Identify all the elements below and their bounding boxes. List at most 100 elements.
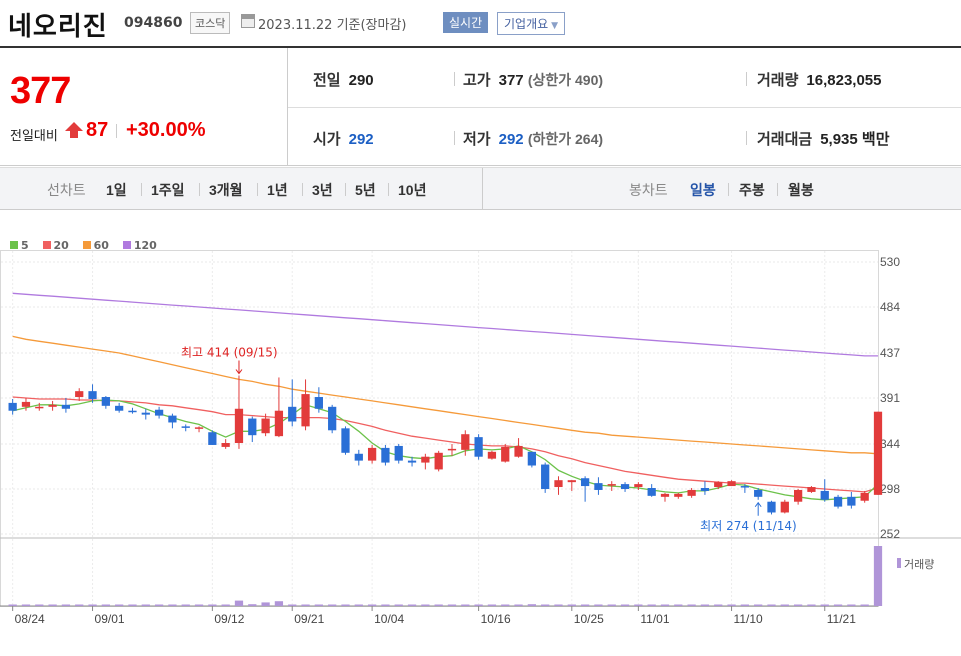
period-3m[interactable]: 3개월 [209,182,243,198]
volume-bar [61,604,71,606]
volume-bar [567,604,576,606]
volume-bar [367,604,377,606]
volume-bar [208,604,217,606]
candlestick-chart[interactable]: 530 484 437 391 344 298 252 08/24 09/01 09/12 09/2… [0,250,961,656]
volume-bar [407,604,417,606]
y-tick-label: 298 [880,482,900,496]
market-badge: 코스닥 [190,12,231,34]
volume-bar [8,604,17,606]
candle-body [647,488,656,496]
volume-label: 거래량 [757,72,799,89]
volume-bar [754,604,763,606]
low-value: 292 [498,131,524,148]
change-label: 전일대비 [10,129,58,144]
x-tick-label: 09/21 [294,612,324,626]
period-1y[interactable]: 1년 [267,182,288,198]
quote-date: 2023.11.22 기준(장마감) [258,18,407,33]
plot-frame [0,250,879,607]
volume-bar [727,604,736,606]
candle-body [141,412,150,415]
candle-body [154,409,164,416]
candle-body [873,411,883,495]
volume-bar [793,604,803,606]
ma-line-ma60 [12,335,879,455]
candle-body [221,443,230,447]
candle-body [554,480,563,488]
candle-weekly[interactable]: 주봉 [739,182,765,198]
volume-bar [660,604,670,606]
candle-monthly[interactable]: 월봉 [788,182,814,198]
candle-body [860,492,869,501]
divider [257,183,258,196]
period-1w[interactable]: 1주일 [151,182,185,198]
volume-bar [154,604,164,606]
amount-value: 5,935 [820,131,858,148]
volume-bar [421,604,430,606]
volume-bar [620,604,630,606]
volume-bar [527,604,536,606]
candle-body [341,428,350,453]
upper-limit: (상한가 490) [527,72,604,88]
candle-body [261,418,270,434]
candle-body [687,489,696,496]
low-annotation: 최저 274 (11/14) [700,519,797,533]
candle-body [847,496,856,506]
period-10y[interactable]: 10년 [398,182,427,198]
volume-bar [767,604,776,606]
ma-line-ma5 [12,399,879,501]
volume-legend-label: 거래량 [904,558,934,571]
candle-body [128,410,137,413]
line-chart-label: 선차트 [47,182,86,198]
volume-bar [21,604,31,606]
period-1d[interactable]: 1일 [106,182,127,198]
volume-bar [674,604,683,606]
volume-bar [554,604,563,606]
candle-body [767,501,776,513]
period-selector: 선차트 1일 1주일 3개월 1년 3년 5년 10년 봉차트 일봉 주봉 월봉 [0,167,961,210]
volume-bar [128,604,137,606]
divider [388,183,389,196]
current-price-box: 377 전일대비 87 +30.00% [0,48,288,166]
stock-header: 네오리진 094860 코스닥 2023.11.22 기준(장마감) 실시간 기… [0,0,961,48]
x-tick-label: 09/01 [95,612,125,626]
candle-body [474,437,483,457]
company-info-dropdown[interactable]: 기업개요 ▼ [497,12,566,35]
volume-bar [447,604,457,606]
chevron-down-icon: ▼ [551,21,559,31]
x-tick-label: 11/10 [734,612,763,626]
volume-bar [75,604,84,606]
volume-bar [434,604,443,606]
y-tick-label: 344 [880,437,900,451]
volume-bar [234,600,244,606]
divider [454,131,455,145]
candle-daily[interactable]: 일봉 [690,182,716,198]
y-tick-label: 252 [880,527,900,541]
open-price: 시가 292 [313,128,374,149]
legend-swatch [82,241,91,249]
period-3y[interactable]: 3년 [312,182,333,198]
volume-bar [514,604,523,606]
volume-bar [873,546,883,606]
realtime-button[interactable]: 실시간 [443,12,489,33]
candle-body [820,490,829,500]
candle-body [21,401,31,407]
legend-swatch [10,241,18,249]
company-info-label: 기업개요 [504,17,549,31]
candle-body [208,432,217,445]
prev-close-label: 전일 [313,72,341,89]
high-label: 고가 [463,72,491,89]
volume-bar [860,604,869,606]
x-tick-label: 09/12 [214,612,244,626]
volume-bar [647,604,656,606]
candle-body [714,482,723,488]
volume-bar [740,604,749,606]
candle-body [88,391,97,399]
volume-bar [474,604,483,606]
amount-label: 거래대금 [757,131,813,148]
candle-body [674,493,683,497]
divider [728,183,729,196]
period-5y[interactable]: 5년 [355,182,376,198]
legend-label: 20 [53,239,69,252]
high-annotation: 최고 414 (09/15) [181,345,278,359]
volume-bar [341,604,350,606]
